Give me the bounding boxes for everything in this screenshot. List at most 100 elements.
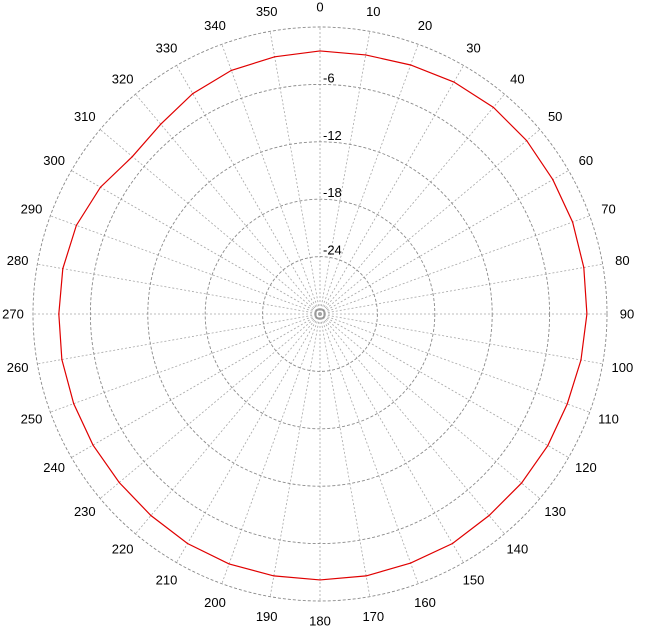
angle-tick-label: 110: [598, 412, 619, 427]
data-point: [488, 514, 490, 517]
angle-tick-label: 20: [418, 18, 432, 33]
angle-tick-label: 290: [21, 202, 43, 217]
angle-tick-label: 250: [21, 412, 43, 427]
spoke-line: [319, 313, 464, 563]
data-point: [566, 403, 568, 405]
angle-tick-label: 350: [256, 4, 278, 19]
polar-grid: [32, 26, 608, 602]
spoke-line: [319, 313, 505, 535]
data-point: [410, 64, 412, 66]
angle-tick-label: 190: [256, 609, 278, 624]
angle-tick-label: 340: [204, 18, 226, 33]
data-point: [274, 56, 276, 58]
angle-tick-label: 270: [2, 307, 24, 322]
angle-tick-label: 180: [309, 614, 331, 629]
spoke-line: [71, 313, 321, 458]
data-point: [273, 575, 275, 577]
grid-ring: [262, 256, 378, 372]
angle-tick-label: 50: [548, 109, 562, 124]
angle-tick-label: 120: [575, 460, 597, 475]
data-point: [520, 482, 523, 484]
angle-tick-label: 70: [601, 202, 615, 217]
grid-ring: [32, 26, 608, 602]
radial-tick-label: -12: [323, 128, 342, 143]
data-point: [61, 358, 63, 361]
angle-tick-label: 60: [579, 153, 593, 168]
radial-tick-label: -18: [323, 185, 342, 200]
data-point: [410, 562, 412, 564]
data-point: [228, 563, 230, 565]
spoke-line: [135, 313, 321, 535]
data-point: [131, 155, 133, 158]
angle-tick-label: 240: [43, 460, 65, 475]
data-point: [583, 266, 585, 269]
angle-tick-label: 200: [204, 595, 226, 610]
angle-tick-label: 40: [510, 71, 524, 86]
angle-tick-label: 130: [544, 504, 566, 519]
angle-tick-label: 160: [414, 595, 436, 610]
angle-tick-label: 260: [7, 360, 29, 375]
spoke-line: [319, 93, 505, 315]
data-point: [365, 54, 367, 56]
data-point: [453, 81, 455, 83]
data-point: [160, 123, 162, 125]
data-point: [192, 93, 194, 95]
spoke-line: [71, 170, 321, 315]
radial-tick-label: -24: [323, 243, 342, 258]
grid-ring: [147, 141, 493, 487]
angle-tick-label: 0: [316, 0, 323, 15]
data-point: [150, 514, 152, 517]
angle-tick-label: 210: [156, 572, 178, 587]
data-point: [73, 403, 75, 405]
spoke-line: [99, 129, 321, 315]
angle-tick-label: 80: [615, 253, 629, 268]
spoke-line: [319, 129, 541, 315]
angle-tick-label: 170: [362, 609, 384, 624]
data-point: [62, 268, 64, 270]
data-point: [99, 186, 102, 188]
angle-tick-label: 150: [463, 572, 485, 587]
angle-tick-label: 30: [466, 41, 480, 56]
data-point: [547, 444, 549, 447]
angle-tick-label: 320: [112, 71, 134, 86]
data-point: [492, 106, 495, 108]
data-point: [526, 139, 528, 142]
grid-ring: [89, 83, 551, 545]
center-marker-group: [315, 309, 325, 319]
angle-tick-label: 140: [506, 542, 528, 557]
angle-tick-label: 310: [74, 109, 96, 124]
angle-tick-label: 280: [7, 253, 29, 268]
center-marker: [315, 309, 325, 319]
angle-tick-label: 90: [620, 307, 634, 322]
data-point: [186, 542, 189, 545]
data-point: [365, 575, 367, 577]
spoke-line: [135, 93, 321, 315]
radial-tick-label: -6: [323, 70, 335, 85]
angle-tick-label: 300: [43, 153, 65, 168]
angle-tick-label: 230: [74, 504, 96, 519]
angle-tick-label: 330: [156, 41, 178, 56]
spoke-line: [319, 313, 590, 413]
angle-tick-label: 10: [366, 4, 380, 19]
data-point: [572, 221, 574, 223]
spoke-line: [319, 313, 541, 499]
data-point: [58, 313, 60, 315]
spoke-line: [176, 65, 321, 315]
data-point: [92, 444, 94, 446]
tick-labels: 0 10 20 30 40 50 60 70 80 90 100 110 120 130 140 150 160…: [2, 0, 634, 629]
spoke-line: [176, 313, 321, 563]
spoke-line: [99, 313, 321, 499]
grid-ring: [204, 198, 436, 430]
data-point: [118, 481, 120, 484]
data-point: [75, 224, 77, 226]
angle-tick-label: 220: [112, 542, 134, 557]
angle-tick-label: 100: [611, 360, 633, 375]
data-point: [319, 50, 321, 52]
spoke-line: [319, 170, 569, 315]
data-point: [319, 579, 321, 581]
series-layer: [58, 50, 588, 581]
data-point: [552, 178, 554, 181]
data-point: [580, 359, 582, 361]
data-point: [586, 313, 588, 315]
